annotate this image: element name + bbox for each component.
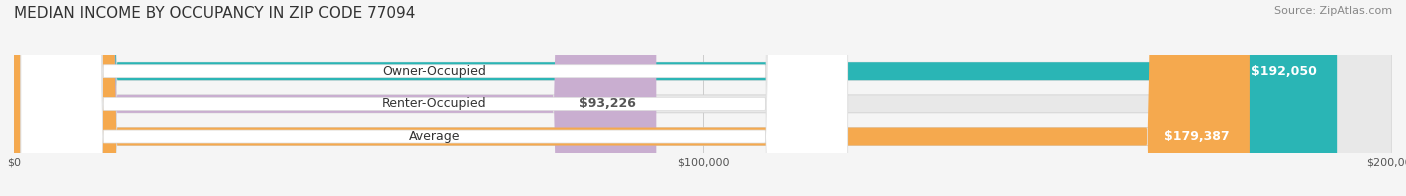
Text: $192,050: $192,050 — [1250, 65, 1316, 78]
FancyBboxPatch shape — [14, 0, 1392, 196]
Text: Renter-Occupied: Renter-Occupied — [382, 97, 486, 110]
Text: Owner-Occupied: Owner-Occupied — [382, 65, 486, 78]
FancyBboxPatch shape — [14, 0, 1392, 196]
Text: Source: ZipAtlas.com: Source: ZipAtlas.com — [1274, 6, 1392, 16]
FancyBboxPatch shape — [14, 0, 1392, 196]
Text: $179,387: $179,387 — [1164, 130, 1229, 143]
FancyBboxPatch shape — [21, 0, 848, 196]
Text: $93,226: $93,226 — [579, 97, 636, 110]
FancyBboxPatch shape — [14, 0, 1250, 196]
FancyBboxPatch shape — [14, 0, 657, 196]
FancyBboxPatch shape — [21, 0, 848, 196]
Text: MEDIAN INCOME BY OCCUPANCY IN ZIP CODE 77094: MEDIAN INCOME BY OCCUPANCY IN ZIP CODE 7… — [14, 6, 415, 21]
Text: Average: Average — [409, 130, 460, 143]
FancyBboxPatch shape — [14, 0, 1337, 196]
FancyBboxPatch shape — [21, 0, 848, 196]
